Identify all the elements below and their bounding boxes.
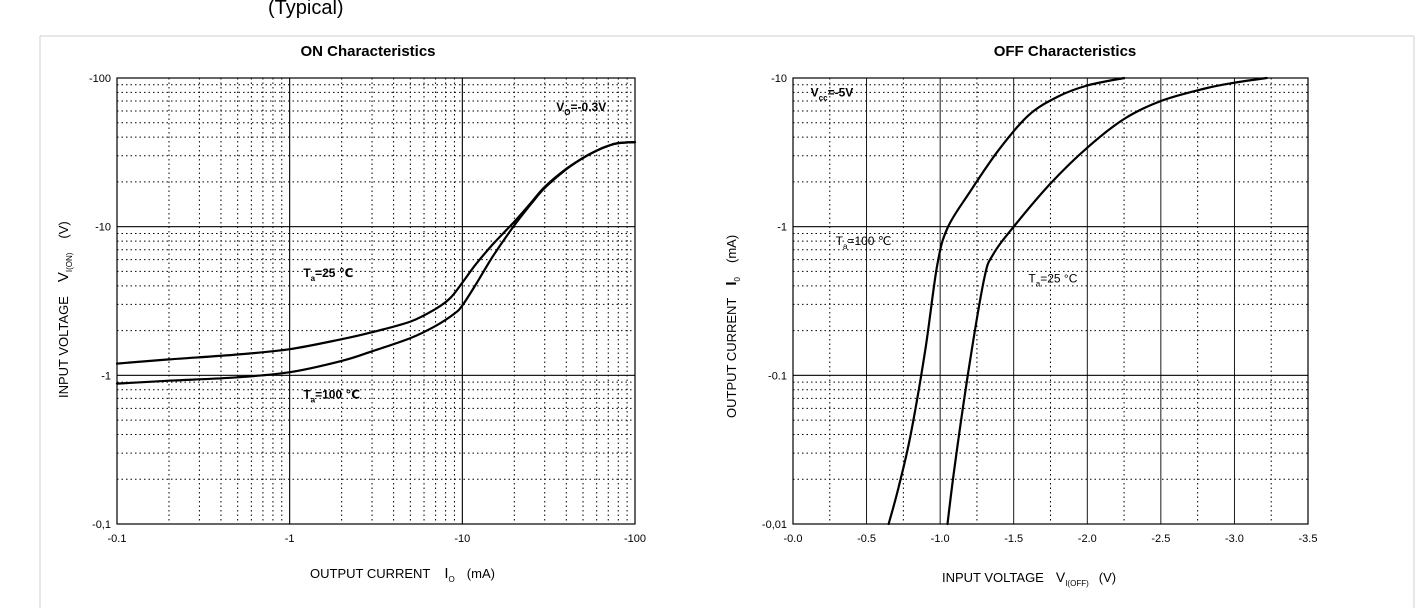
on-y-tick-label: -1 (101, 370, 111, 382)
off-annotation-sub: a (1036, 280, 1041, 289)
off-chart-xlabel-text: INPUT VOLTAGE (942, 570, 1044, 585)
on-annotation: VO=-0.3V (556, 100, 606, 117)
on-chart-xlabel-symbol: I (444, 565, 448, 582)
off-chart-xlabel-unit: (V) (1099, 570, 1116, 585)
off-chart-xlabel: INPUT VOLTAGE VI(OFF) (V) (942, 569, 1116, 588)
on-chart-xlabel-text: OUTPUT CURRENT (310, 566, 430, 581)
off-x-tick-label: -1.5 (1004, 533, 1023, 545)
off-annotation-text: =100 ℃ (847, 234, 891, 248)
on-x-tick-label: -0.1 (108, 533, 127, 545)
off-chart-ylabel-symbol: I (723, 281, 740, 285)
on-chart-curves (115, 141, 637, 385)
on-chart-plot-border (116, 77, 636, 525)
on-x-tick-label: -1 (285, 533, 295, 545)
off-x-tick-label: -3.5 (1299, 533, 1318, 545)
on-chart-title: ON Characteristics (300, 43, 435, 60)
on-annotation-symbol: T (303, 387, 311, 401)
off-annotation-symbol: T (1028, 272, 1036, 286)
off-annotation-symbol: V (811, 86, 819, 100)
off-chart-ylabel: OUTPUT CURRENT I0 (mA) (723, 235, 742, 418)
on-characteristics-chart: ON Characteristics -0.1 -1 -10 -100 -0,1-1-… (55, 43, 646, 584)
off-series-1-line (887, 76, 1126, 526)
on-chart-y-ticks: -0,1 -1 -10 -100 (89, 73, 111, 531)
off-x-tick-label: -2.0 (1078, 533, 1097, 545)
off-y-tick-label: -10 (771, 73, 787, 85)
off-annotation: Ta=100 ℃ (836, 234, 892, 251)
on-chart-xlabel-sub: O (449, 575, 455, 584)
off-y-tick-label: -0,01 (762, 519, 787, 531)
off-annotation: Ta=25 °C (1028, 272, 1077, 289)
on-annotation-sub: a (311, 274, 316, 283)
header-fragment: (Typical) (268, 0, 344, 19)
off-x-tick-label: -0.5 (857, 533, 876, 545)
on-annotation-text: =25 ℃ (315, 266, 353, 280)
on-annotation-symbol: T (303, 266, 311, 280)
off-annotation-sub: cc (819, 94, 828, 103)
off-annotation-symbol: T (836, 234, 844, 248)
off-y-tick-label: -0.1 (768, 370, 787, 382)
on-annotation-symbol: V (556, 100, 564, 114)
off-annotation-text: =-5V (828, 86, 854, 100)
on-series-2-line (115, 141, 637, 385)
off-x-tick-label: -1.0 (931, 533, 950, 545)
on-chart-xlabel: OUTPUT CURRENT IO (mA) (310, 565, 495, 584)
off-x-tick-label: -0.0 (784, 533, 803, 545)
on-chart-xlabel-unit: (mA) (467, 566, 495, 581)
off-chart-xlabel-symbol: V (1056, 569, 1066, 585)
off-chart-plot-border (792, 77, 1309, 525)
on-chart-ylabel-symbol: V (55, 272, 72, 282)
off-annotation-text: =25 °C (1040, 272, 1077, 286)
off-chart-x-ticks: -0.0 -0.5 -1.0 -1.5 -2.0 -2.5 -3.0 -3.5 (784, 533, 1318, 545)
off-series-2-line (946, 76, 1268, 526)
on-chart-ylabel-unit: (V) (56, 221, 71, 238)
on-annotation: Ta=100 ℃ (303, 387, 360, 404)
off-annotation: Vcc=-5V (811, 86, 854, 103)
off-chart-title: OFF Characteristics (994, 43, 1137, 60)
off-chart-grid (793, 78, 1308, 524)
on-annotation-text: =100 ℃ (315, 387, 360, 401)
off-chart-xlabel-sub: I(OFF) (1065, 579, 1089, 588)
off-annotation-sub: a (843, 242, 848, 251)
on-annotation: Ta=25 ℃ (303, 266, 353, 283)
on-y-tick-label: -0,1 (92, 519, 111, 531)
on-y-tick-label: -10 (95, 222, 111, 234)
off-chart-curves (887, 76, 1268, 526)
off-characteristics-chart: OFF Characteristics -0.0 -0.5 -1.0 -1.5 -2.0… (723, 43, 1317, 588)
on-x-tick-label: -100 (624, 533, 646, 545)
on-chart-ylabel: INPUT VOLTAGE VI(ON) (V) (55, 221, 74, 398)
off-x-tick-label: -3.0 (1225, 533, 1244, 545)
on-x-tick-label: -10 (454, 533, 470, 545)
off-chart-ylabel-unit: (mA) (724, 235, 739, 263)
on-chart-x-ticks: -0.1 -1 -10 -100 (108, 533, 647, 545)
on-annotation-sub: a (311, 395, 316, 404)
on-annotation-text: =-0.3V (571, 100, 607, 114)
off-chart-ylabel-sub: 0 (733, 276, 742, 281)
on-chart-ylabel-text: INPUT VOLTAGE (56, 296, 71, 398)
on-chart-ylabel-sub: I(ON) (65, 252, 74, 272)
off-chart-y-ticks: -0,01 -0.1 -1 -10 (762, 73, 787, 531)
on-chart-grid (117, 78, 635, 524)
off-y-tick-label: -1 (777, 222, 787, 234)
off-chart-ylabel-text: OUTPUT CURRENT (724, 298, 739, 418)
off-x-tick-label: -2.5 (1151, 533, 1170, 545)
on-y-tick-label: -100 (89, 73, 111, 85)
on-annotation-sub: O (564, 108, 570, 117)
